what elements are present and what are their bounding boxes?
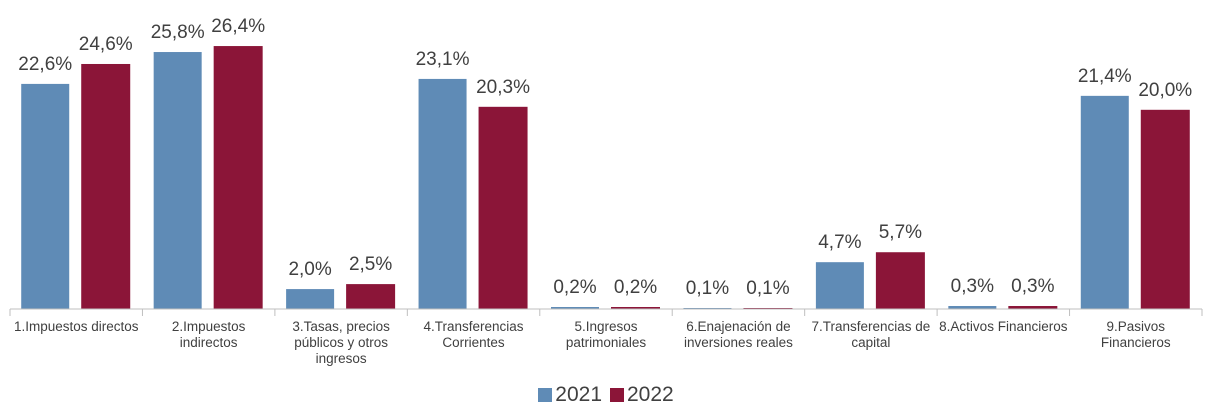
x-tick-label: 8.Activos Financieros [939,319,1068,334]
bar [1008,306,1058,309]
data-label: 0,2% [614,277,657,298]
legend-swatch [538,388,553,402]
data-label: 0,1% [746,278,789,299]
data-label: 20,3% [476,77,530,98]
data-label: 21,4% [1078,66,1132,87]
x-tick-label: 5.Ingresos patrimoniales [565,319,647,350]
bar [478,106,528,309]
legend: 2021 2022 [0,383,1212,405]
data-label: 5,7% [879,222,922,243]
data-label: 2,0% [288,259,331,280]
bar [1140,109,1190,309]
data-label: 0,1% [686,278,729,299]
x-tick-label: 9.Pasivos Financieros [1100,319,1171,350]
bar [1080,95,1129,309]
data-label: 26,4% [211,16,265,37]
x-tick-label: 1.Impuestos directos [13,319,139,334]
x-tick-label: 2.Impuestos indirectos [171,319,246,350]
data-label: 20,0% [1138,80,1192,101]
data-label: 2,5% [349,254,392,275]
legend-item: 2022 [610,383,674,405]
data-label: 23,1% [416,49,470,70]
bar [418,78,467,309]
bar [948,306,997,309]
legend-label: 2022 [627,383,674,405]
data-label: 0,3% [951,276,994,297]
bar [611,307,660,309]
bar [346,284,396,309]
data-label: 25,8% [151,22,205,43]
legend-label: 2021 [555,383,602,405]
bar [153,52,202,309]
bar [551,307,599,309]
data-label: 4,7% [818,232,861,253]
x-tick-label: 4.Transferencias Corrientes [423,319,524,350]
x-tick-label: 7.Transferencias de capital [811,319,931,350]
data-label: 24,6% [79,34,133,55]
bar [21,83,70,310]
bar [815,262,864,309]
bar [81,63,131,309]
x-tick-label: 3.Tasas, precios públicos y otros ingres… [292,319,390,366]
bar [875,252,925,309]
data-label: 22,6% [18,54,72,75]
bar [286,289,335,309]
legend-swatch [610,388,624,402]
legend-item: 2021 [538,383,602,405]
data-label: 0,3% [1011,276,1054,297]
data-label: 0,2% [553,277,596,298]
x-tick-label: 6.Enajenación de inversiones reales [684,319,793,350]
bar [213,46,263,309]
